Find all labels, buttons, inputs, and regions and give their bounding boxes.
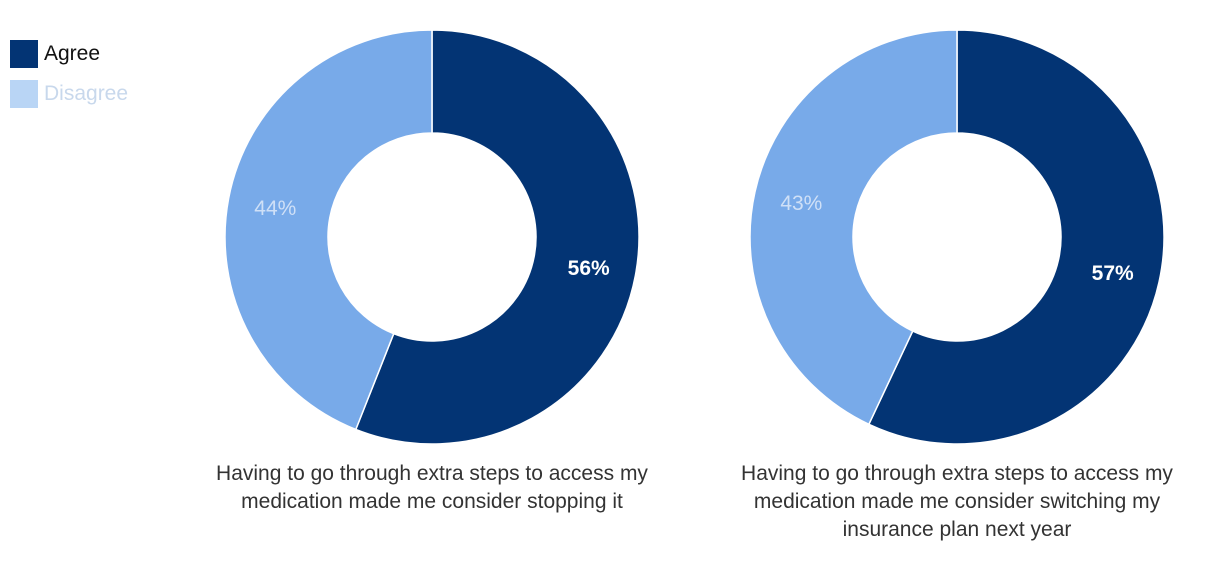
legend-item-agree: Agree	[10, 40, 128, 68]
legend-label-agree: Agree	[44, 42, 101, 65]
legend-label-disagree: Disagree	[44, 82, 129, 105]
chart-1-label-agree: 56%	[568, 257, 610, 280]
chart-2-slice-disagree	[749, 29, 958, 426]
legend-item-disagree: Disagree	[10, 80, 128, 108]
legend-swatch-agree	[10, 40, 38, 68]
legend-swatch-disagree	[10, 80, 38, 108]
chart-1-slice-disagree	[224, 29, 433, 431]
chart-caption-2: Having to go through extra steps to acce…	[741, 462, 1173, 541]
chart-1-label-disagree: 44%	[254, 197, 296, 220]
chart-1-slice-agree	[354, 29, 640, 445]
chart-2-label-disagree: 43%	[780, 192, 822, 215]
legend: Agree Disagree	[10, 40, 128, 120]
chart-caption-1: Having to go through extra steps to acce…	[216, 462, 648, 513]
chart-2-slice-agree	[867, 29, 1165, 445]
chart-2-label-agree: 57%	[1092, 262, 1134, 285]
